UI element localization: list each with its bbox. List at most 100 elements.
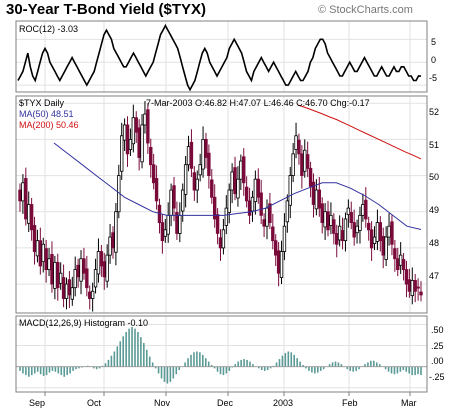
candle-body-60 xyxy=(192,172,197,191)
candle-body-12 xyxy=(53,261,57,289)
candle-body-121 xyxy=(369,229,374,249)
x-label-oct: Oct xyxy=(87,398,102,408)
candle-body-92 xyxy=(285,200,290,223)
candle-body-137 xyxy=(416,286,420,289)
candle-body-9 xyxy=(44,248,48,271)
candle-body-129 xyxy=(393,248,397,260)
candle-body-120 xyxy=(366,222,371,231)
candle-body-114 xyxy=(349,212,353,223)
macd-tick-000: .00 xyxy=(431,356,444,366)
candle-body-99 xyxy=(305,154,310,169)
candle-body-44 xyxy=(146,109,150,144)
ma50-line xyxy=(53,142,422,230)
candle-body-18 xyxy=(70,287,75,300)
candle-body-66 xyxy=(210,179,214,198)
candle-body-76 xyxy=(239,160,243,180)
candle-body-69 xyxy=(218,237,223,249)
candle-body-11 xyxy=(50,254,54,285)
price-panel-border xyxy=(15,95,428,314)
candle-body-17 xyxy=(67,279,72,296)
candle-body-104 xyxy=(320,203,324,223)
candle-body-42 xyxy=(140,124,144,163)
candle-body-3 xyxy=(27,204,31,224)
candle-body-19 xyxy=(73,269,77,289)
candle-body-128 xyxy=(390,221,394,245)
candle-body-96 xyxy=(297,139,301,155)
candle-body-89 xyxy=(276,250,281,274)
macd-label: MACD(12,26,9) Histogram -0.10 xyxy=(19,318,149,328)
candle-body-47 xyxy=(154,178,159,202)
candle-body-78 xyxy=(244,186,249,202)
candle-body-65 xyxy=(207,152,211,176)
candle-body-88 xyxy=(274,240,278,256)
candle-body-117 xyxy=(358,214,362,231)
candle-body-123 xyxy=(375,222,380,242)
candle-body-100 xyxy=(308,167,313,187)
macd-panel-background xyxy=(16,316,427,392)
candle-body-103 xyxy=(317,189,321,209)
ma200-line xyxy=(297,104,422,160)
roc-label: ROC(12) -3.03 xyxy=(19,24,79,34)
candle-body-77 xyxy=(242,156,246,184)
macd-panel-border xyxy=(15,315,428,393)
candle-body-51 xyxy=(166,214,170,235)
candle-body-23 xyxy=(85,268,89,289)
candle-body-36 xyxy=(122,124,127,141)
candle-body-107 xyxy=(329,214,333,226)
candle-body-58 xyxy=(186,146,191,166)
candle-body-56 xyxy=(181,189,185,212)
candle-body-21 xyxy=(79,258,83,282)
candle-body-62 xyxy=(198,164,202,176)
x-label-dec: Dec xyxy=(217,398,234,408)
x-label-mar: Mar xyxy=(401,398,417,408)
x-label-nov: Nov xyxy=(154,398,171,408)
roc-line xyxy=(17,23,422,92)
candle-body-71 xyxy=(224,207,229,226)
price-label: $TYX Daily xyxy=(19,98,65,108)
candle-body-6 xyxy=(35,240,40,257)
macd-tick-neg025: -.25 xyxy=(429,372,445,382)
candle-body-26 xyxy=(93,269,98,288)
candle-body-124 xyxy=(378,222,383,242)
candle-body-84 xyxy=(262,219,266,227)
candle-body-22 xyxy=(82,258,86,274)
candle-body-55 xyxy=(178,214,182,234)
candle-body-46 xyxy=(151,164,156,184)
candle-body-27 xyxy=(96,251,101,275)
x-label-feb: Feb xyxy=(342,398,358,408)
candle-body-135 xyxy=(410,280,414,297)
candle-body-79 xyxy=(247,200,252,216)
candle-body-7 xyxy=(38,240,43,267)
candle-body-98 xyxy=(303,149,307,172)
candle-body-136 xyxy=(413,280,417,292)
candle-body-57 xyxy=(183,164,188,195)
candle-body-91 xyxy=(282,225,287,252)
candle-body-108 xyxy=(332,219,336,234)
candle-body-15 xyxy=(61,277,66,299)
candle-body-82 xyxy=(256,178,260,198)
candle-body-72 xyxy=(227,189,231,213)
price-tick-51: 51 xyxy=(429,140,440,150)
candle-body-94 xyxy=(291,153,295,176)
x-label-2003: 2003 xyxy=(273,398,294,408)
candle-body-115 xyxy=(352,222,356,238)
macd-tick-050: .50 xyxy=(431,325,444,335)
candle-body-75 xyxy=(236,178,240,199)
candle-body-29 xyxy=(102,261,106,278)
candle-body-53 xyxy=(172,185,176,209)
candle-body-67 xyxy=(212,196,217,220)
candle-body-2 xyxy=(24,178,28,220)
roc-panel-border xyxy=(15,20,428,93)
candle-body-64 xyxy=(204,138,208,158)
price-tick-48: 48 xyxy=(429,238,440,248)
candle-body-35 xyxy=(120,135,124,172)
candle-body-1 xyxy=(21,182,25,202)
candle-body-110 xyxy=(337,225,342,241)
candle-body-24 xyxy=(88,291,92,299)
roc-tick-5: 5 xyxy=(431,37,437,47)
candle-body-113 xyxy=(346,207,351,216)
brand-label: © StockCharts.com xyxy=(318,4,413,16)
candle-body-126 xyxy=(384,236,388,260)
candle-body-4 xyxy=(29,204,34,231)
candle-body-40 xyxy=(134,117,138,133)
